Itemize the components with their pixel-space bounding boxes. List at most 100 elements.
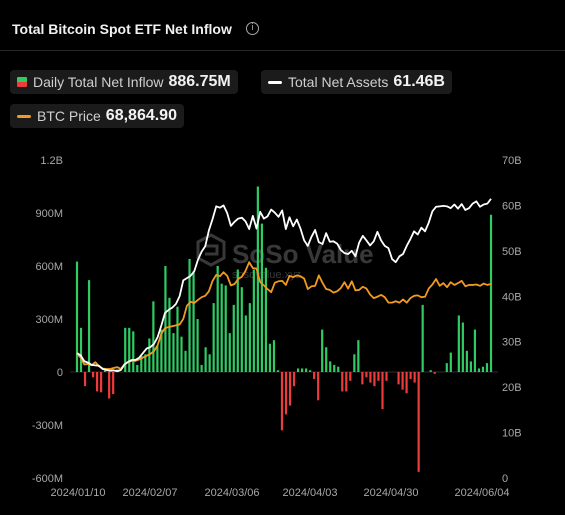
inflow-bar[interactable] — [477, 368, 481, 372]
inflow-bar[interactable] — [417, 372, 420, 472]
inflow-bar[interactable] — [128, 327, 131, 372]
inflow-bar[interactable] — [164, 266, 167, 372]
legend-btc[interactable]: BTC Price 68,864.90 — [10, 104, 184, 128]
inflow-bar[interactable] — [401, 372, 404, 390]
inflow-bar[interactable] — [373, 372, 376, 387]
inflow-bar[interactable] — [469, 361, 472, 372]
inflow-bar[interactable] — [445, 363, 448, 372]
inflow-bar[interactable] — [220, 283, 223, 372]
inflow-bar[interactable] — [248, 303, 251, 372]
inflow-bar[interactable] — [288, 372, 292, 406]
inflow-bar[interactable] — [252, 269, 255, 372]
inflow-bar[interactable] — [405, 372, 408, 394]
inflow-bar[interactable] — [337, 366, 340, 372]
legend-inflow[interactable]: Daily Total Net Inflow 886.75M — [10, 70, 238, 94]
inflow-bar[interactable] — [156, 345, 159, 373]
inflow-bar[interactable] — [204, 347, 207, 372]
inflow-bar[interactable] — [268, 343, 272, 372]
inflow-bar[interactable] — [256, 186, 259, 373]
inflow-bar[interactable] — [160, 329, 163, 372]
inflow-bar[interactable] — [465, 350, 468, 372]
inflow-bar[interactable] — [212, 303, 215, 372]
inflow-bar[interactable] — [353, 354, 356, 372]
inflow-bar[interactable] — [349, 372, 352, 381]
inflow-bar[interactable] — [309, 370, 312, 372]
inflow-bar[interactable] — [91, 372, 95, 378]
inflow-bar[interactable] — [369, 372, 372, 383]
inflow-bar[interactable] — [421, 304, 424, 372]
inflow-bar[interactable] — [264, 267, 268, 372]
inflow-bar[interactable] — [83, 372, 87, 387]
inflow-bar[interactable] — [345, 372, 348, 392]
inflow-bar[interactable] — [409, 372, 412, 380]
inflow-bar[interactable] — [481, 366, 485, 372]
inflow-bar[interactable] — [96, 372, 99, 392]
inflow-bar[interactable] — [317, 372, 320, 401]
inflow-bar[interactable] — [79, 327, 83, 372]
inflow-bar[interactable] — [236, 269, 239, 372]
inflow-bar[interactable] — [188, 258, 191, 372]
inflow-bar[interactable] — [87, 280, 91, 372]
inflow-bar[interactable] — [232, 304, 235, 372]
inflow-bar[interactable] — [144, 354, 147, 372]
inflow-bar[interactable] — [489, 214, 493, 372]
inflow-bar[interactable] — [276, 370, 280, 372]
inflow-bar[interactable] — [168, 297, 171, 372]
inflow-bar[interactable] — [397, 372, 400, 385]
inflow-bar[interactable] — [180, 336, 183, 372]
inflow-bar[interactable] — [260, 223, 263, 372]
inflow-bar[interactable] — [196, 319, 199, 372]
inflow-bar[interactable] — [240, 287, 243, 372]
inflow-bar[interactable] — [321, 329, 324, 372]
inflow-bar[interactable] — [244, 315, 247, 372]
inflow-bar[interactable] — [333, 364, 336, 372]
inflow-bar[interactable] — [280, 372, 284, 431]
info-icon[interactable]: i — [246, 22, 259, 35]
legend-assets[interactable]: Total Net Assets 61.46B — [261, 70, 452, 94]
total-net-assets-line[interactable] — [76, 198, 492, 373]
inflow-bar[interactable] — [176, 306, 179, 372]
inflow-bar[interactable] — [377, 372, 380, 381]
inflow-bar[interactable] — [184, 350, 187, 372]
inflow-bar[interactable] — [132, 331, 135, 372]
inflow-bar[interactable] — [108, 372, 111, 399]
inflow-bar[interactable] — [385, 372, 388, 381]
inflow-bar[interactable] — [457, 315, 460, 372]
inflow-bar[interactable] — [208, 354, 211, 372]
inflow-bar[interactable] — [485, 363, 489, 372]
inflow-bar[interactable] — [124, 327, 127, 372]
inflow-bar[interactable] — [461, 322, 464, 372]
inflow-bar[interactable] — [365, 372, 368, 378]
inflow-bar[interactable] — [357, 340, 360, 372]
inflow-bar[interactable] — [228, 333, 231, 372]
inflow-bar[interactable] — [300, 368, 304, 372]
inflow-bar[interactable] — [433, 372, 436, 374]
inflow-bar[interactable] — [104, 370, 107, 372]
inflow-bar[interactable] — [272, 340, 276, 372]
inflow-bar[interactable] — [449, 352, 452, 372]
inflow-bar[interactable] — [200, 364, 203, 372]
inflow-bar[interactable] — [75, 261, 79, 372]
inflow-bar[interactable] — [329, 361, 332, 372]
inflow-bar[interactable] — [413, 372, 416, 383]
inflow-bar[interactable] — [224, 285, 227, 372]
inflow-bar[interactable] — [112, 372, 115, 395]
inflow-bar[interactable] — [140, 356, 143, 372]
inflow-bar[interactable] — [381, 372, 384, 410]
inflow-bar[interactable] — [325, 347, 328, 372]
inflow-bar[interactable] — [172, 333, 175, 372]
inflow-bar[interactable] — [473, 329, 477, 372]
inflow-bar[interactable] — [313, 372, 316, 380]
inflow-bar[interactable] — [136, 364, 139, 372]
inflow-bar[interactable] — [284, 372, 288, 415]
inflow-bar[interactable] — [361, 372, 364, 385]
inflow-bar[interactable] — [305, 368, 308, 372]
inflow-bar[interactable] — [152, 301, 155, 372]
btc-price-line[interactable] — [76, 261, 492, 370]
inflow-bar[interactable] — [292, 372, 296, 387]
inflow-bar[interactable] — [429, 370, 432, 372]
inflow-bar[interactable] — [216, 266, 219, 372]
inflow-bar[interactable] — [341, 372, 344, 392]
inflow-bar[interactable] — [296, 368, 300, 372]
inflow-bar[interactable] — [100, 372, 103, 393]
